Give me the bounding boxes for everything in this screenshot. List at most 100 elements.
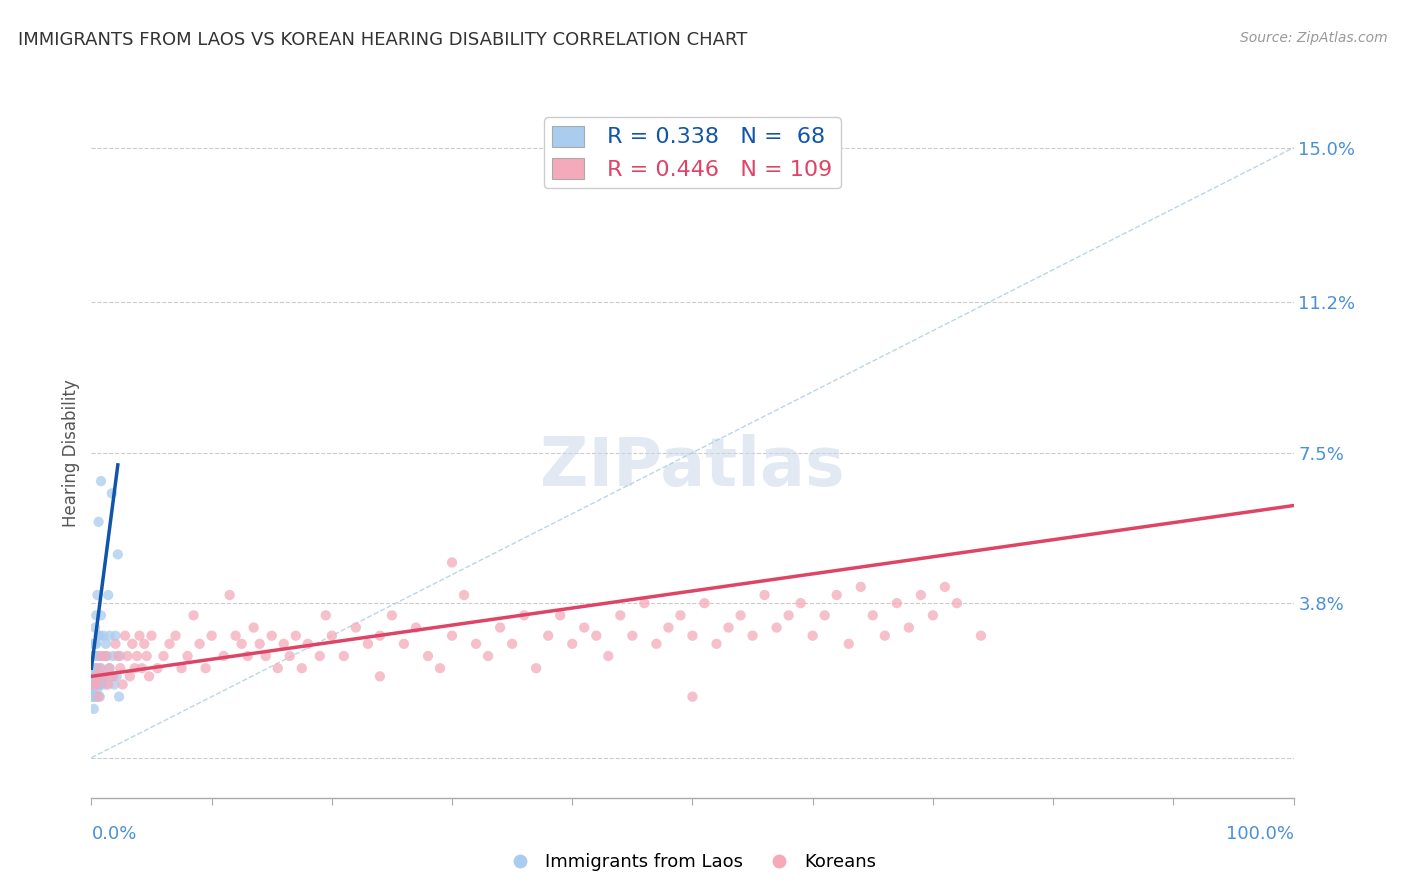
Point — [134, 637, 156, 651]
Point — [82, 637, 104, 651]
Point — [146, 661, 169, 675]
Point — [101, 648, 124, 663]
Point — [87, 648, 110, 663]
Point — [103, 677, 125, 691]
Point — [82, 690, 104, 704]
Point — [645, 637, 668, 651]
Point — [83, 661, 105, 675]
Point — [121, 637, 143, 651]
Point — [730, 608, 752, 623]
Point — [681, 690, 703, 704]
Point — [633, 596, 655, 610]
Point — [170, 661, 193, 675]
Point — [89, 690, 111, 704]
Point — [80, 661, 103, 675]
Point — [278, 648, 301, 663]
Point — [89, 629, 111, 643]
Point — [873, 629, 896, 643]
Point — [344, 621, 367, 635]
Point — [117, 648, 139, 663]
Point — [124, 661, 146, 675]
Text: IMMIGRANTS FROM LAOS VS KOREAN HEARING DISABILITY CORRELATION CHART: IMMIGRANTS FROM LAOS VS KOREAN HEARING D… — [18, 31, 748, 49]
Point — [524, 661, 547, 675]
Point — [368, 629, 391, 643]
Point — [104, 637, 127, 651]
Point — [291, 661, 314, 675]
Point — [477, 648, 499, 663]
Point — [357, 637, 380, 651]
Point — [669, 608, 692, 623]
Point — [778, 608, 800, 623]
Point — [321, 629, 343, 643]
Point — [82, 661, 104, 675]
Point — [717, 621, 740, 635]
Point — [838, 637, 860, 651]
Point — [98, 661, 121, 675]
Point — [91, 669, 114, 683]
Point — [94, 677, 117, 691]
Point — [176, 648, 198, 663]
Point — [537, 629, 560, 643]
Point — [131, 661, 153, 675]
Point — [98, 629, 121, 643]
Point — [80, 690, 103, 704]
Point — [82, 685, 104, 699]
Point — [87, 690, 110, 704]
Point — [231, 637, 253, 651]
Point — [849, 580, 872, 594]
Point — [84, 637, 107, 651]
Point — [101, 486, 124, 500]
Point — [946, 596, 969, 610]
Point — [83, 677, 105, 691]
Legend: Immigrants from Laos, Koreans: Immigrants from Laos, Koreans — [495, 847, 883, 879]
Point — [84, 661, 107, 675]
Point — [87, 629, 110, 643]
Point — [98, 661, 121, 675]
Point — [574, 621, 596, 635]
Point — [107, 547, 129, 561]
Point — [110, 661, 132, 675]
Point — [90, 661, 112, 675]
Point — [260, 629, 283, 643]
Point — [416, 648, 439, 663]
Point — [183, 608, 205, 623]
Point — [862, 608, 884, 623]
Text: 0.0%: 0.0% — [91, 825, 136, 843]
Point — [392, 637, 415, 651]
Text: Source: ZipAtlas.com: Source: ZipAtlas.com — [1240, 31, 1388, 45]
Point — [897, 621, 920, 635]
Point — [429, 661, 451, 675]
Point — [84, 621, 107, 635]
Point — [80, 677, 103, 691]
Point — [188, 637, 211, 651]
Point — [83, 690, 105, 704]
Point — [741, 629, 763, 643]
Point — [86, 690, 108, 704]
Point — [609, 608, 631, 623]
Point — [104, 629, 127, 643]
Point — [440, 556, 463, 570]
Point — [86, 681, 108, 696]
Point — [561, 637, 583, 651]
Y-axis label: Hearing Disability: Hearing Disability — [62, 379, 80, 526]
Point — [83, 669, 105, 683]
Point — [548, 608, 571, 623]
Point — [194, 661, 217, 675]
Point — [111, 677, 134, 691]
Point — [440, 629, 463, 643]
Point — [83, 702, 105, 716]
Point — [273, 637, 295, 651]
Point — [489, 621, 512, 635]
Point — [82, 677, 104, 691]
Point — [96, 648, 118, 663]
Legend:  R = 0.338   N =  68,  R = 0.446   N = 109: R = 0.338 N = 68, R = 0.446 N = 109 — [544, 118, 841, 188]
Point — [83, 648, 105, 663]
Point — [681, 629, 703, 643]
Point — [84, 669, 107, 683]
Point — [242, 621, 264, 635]
Point — [97, 588, 120, 602]
Point — [225, 629, 247, 643]
Point — [128, 629, 150, 643]
Point — [249, 637, 271, 651]
Point — [513, 608, 536, 623]
